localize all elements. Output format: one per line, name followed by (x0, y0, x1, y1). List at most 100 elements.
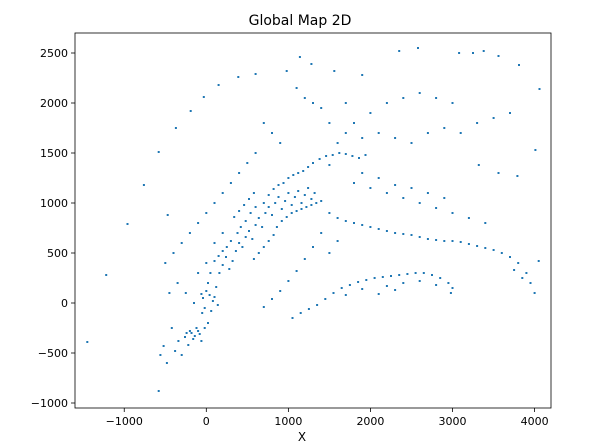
data-point (328, 212, 331, 214)
data-point (164, 262, 167, 264)
y-tick-label: −1000 (31, 397, 68, 410)
data-point (534, 149, 537, 151)
data-point (271, 214, 273, 216)
data-point (417, 47, 419, 49)
data-point (257, 217, 260, 219)
data-point (254, 206, 257, 208)
data-point (449, 292, 452, 294)
data-point (385, 102, 388, 104)
data-point (358, 157, 360, 159)
data-point (361, 172, 364, 174)
data-point (443, 127, 446, 129)
data-point (451, 212, 454, 214)
data-point (105, 274, 108, 276)
data-point (188, 232, 191, 234)
data-point (184, 292, 187, 294)
data-point (225, 246, 228, 248)
data-point (418, 202, 421, 204)
data-point (221, 264, 224, 266)
data-point (202, 96, 205, 98)
data-point (202, 297, 204, 299)
data-point (312, 162, 314, 164)
chart-title: Global Map 2D (249, 13, 352, 29)
data-point (398, 274, 401, 276)
data-point (509, 256, 511, 258)
data-point (516, 175, 519, 177)
data-point (394, 137, 397, 139)
data-point (377, 228, 380, 230)
data-point (221, 192, 224, 194)
data-point (459, 241, 462, 243)
data-point (217, 84, 220, 86)
data-point (213, 242, 216, 244)
data-point (275, 226, 278, 228)
data-point (287, 192, 290, 194)
data-point (236, 232, 239, 234)
data-point (229, 240, 232, 242)
data-point (185, 332, 188, 334)
data-point (271, 298, 273, 300)
data-point (435, 239, 438, 241)
data-point (451, 102, 454, 104)
data-point (86, 341, 89, 343)
data-point (328, 252, 331, 254)
data-point (295, 210, 298, 212)
data-point (205, 262, 208, 264)
data-point (209, 272, 212, 274)
x-tick-label: 1000 (274, 415, 302, 428)
data-point (254, 152, 257, 154)
data-point (361, 137, 364, 139)
data-point (193, 302, 195, 304)
data-point (402, 97, 405, 99)
data-point (332, 292, 335, 294)
data-point (180, 242, 183, 244)
data-point (377, 132, 380, 134)
data-point (315, 202, 318, 204)
data-point (517, 262, 520, 264)
data-point (172, 252, 175, 254)
data-point (333, 70, 336, 72)
data-point (244, 220, 247, 222)
data-point (406, 273, 409, 275)
data-point (291, 317, 294, 319)
data-point (312, 246, 314, 248)
data-point (325, 155, 328, 157)
data-point (238, 172, 241, 174)
data-point (233, 216, 236, 218)
data-point (261, 226, 264, 228)
data-point (377, 293, 380, 295)
data-point (316, 304, 319, 306)
data-point (418, 92, 421, 94)
data-point (381, 276, 384, 278)
data-point (213, 296, 216, 298)
data-point (238, 242, 241, 244)
data-point (476, 245, 479, 247)
data-point (410, 142, 413, 144)
data-point (307, 166, 310, 168)
data-point (320, 232, 323, 234)
data-point (237, 76, 240, 78)
data-point (221, 250, 224, 252)
data-point (451, 240, 454, 242)
y-tick-label: −500 (38, 347, 68, 360)
data-point (426, 238, 429, 240)
data-point (338, 152, 341, 154)
data-point (166, 214, 169, 216)
data-point (459, 132, 462, 134)
data-point (216, 304, 219, 306)
data-point (369, 112, 372, 114)
data-point (210, 310, 213, 312)
data-point (298, 56, 301, 58)
data-point (394, 289, 397, 291)
data-point (484, 247, 487, 249)
data-point (305, 206, 308, 208)
data-point (297, 190, 300, 192)
y-tick-label: 0 (61, 297, 68, 310)
data-point (472, 52, 474, 54)
data-point (205, 212, 208, 214)
data-point (344, 102, 347, 104)
data-point (538, 88, 541, 90)
data-point (336, 240, 339, 242)
data-point (262, 306, 265, 308)
